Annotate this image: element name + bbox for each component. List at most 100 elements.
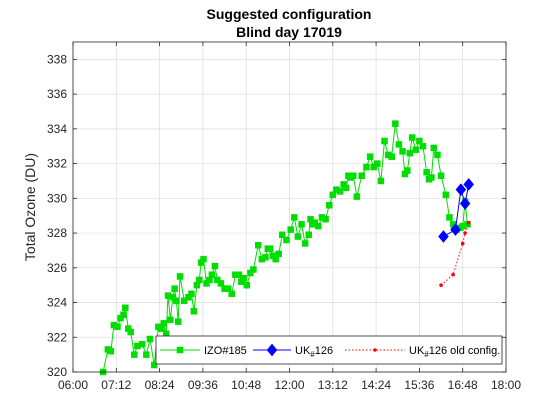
data-point: [370, 163, 377, 171]
data-point: [173, 297, 180, 305]
data-point: [358, 172, 365, 179]
data-point: [167, 316, 174, 324]
data-point: [408, 134, 416, 141]
y-tick-label: 334: [47, 122, 67, 136]
data-point: [438, 230, 449, 243]
data-point: [122, 304, 129, 311]
data-point: [250, 266, 257, 273]
data-point: [240, 274, 248, 282]
data-point: [127, 328, 134, 336]
data-point: [463, 231, 467, 235]
x-tick-label: 09:36: [188, 378, 218, 392]
data-point: [301, 240, 309, 247]
x-tick-label: 16:48: [448, 378, 478, 392]
data-point: [459, 197, 471, 210]
x-tick-label: 14:24: [361, 378, 391, 392]
y-tick-label: 322: [47, 330, 67, 344]
data-point: [143, 351, 150, 358]
data-point: [336, 188, 344, 195]
data-point: [434, 151, 441, 159]
data-point: [169, 294, 177, 301]
data-point: [412, 146, 420, 153]
x-tick-label: 07:12: [101, 378, 131, 392]
data-point: [363, 163, 370, 171]
data-point: [428, 174, 435, 181]
chart-subtitle: Blind day 17019: [236, 24, 342, 40]
x-tick-label: 18:00: [491, 378, 521, 392]
data-point: [463, 178, 475, 191]
data-point: [150, 361, 158, 369]
legend-entry-1: UK#126: [253, 343, 333, 359]
x-tick-label: 06:00: [58, 378, 88, 392]
data-point: [174, 318, 182, 325]
legend-box: [155, 335, 503, 365]
data-point: [353, 193, 361, 200]
series-1: [438, 178, 475, 243]
data-point: [235, 271, 243, 278]
data-point: [466, 220, 471, 225]
data-point: [214, 276, 221, 284]
data-point: [406, 149, 414, 157]
data-point: [381, 137, 388, 145]
x-tick-label: 12:00: [274, 378, 304, 392]
data-point: [262, 254, 269, 261]
data-point: [404, 167, 411, 174]
legend-marker: [266, 343, 278, 357]
data-point: [267, 245, 274, 252]
x-tick-label: 13:12: [318, 378, 348, 392]
data-point: [298, 221, 305, 228]
y-tick-label: 332: [47, 157, 67, 171]
data-point: [430, 144, 438, 152]
y-tick-label: 328: [47, 226, 67, 240]
data-point: [181, 297, 188, 305]
data-point: [279, 231, 286, 239]
data-point: [311, 219, 319, 226]
data-point: [200, 255, 207, 263]
x-tick-label: 10:48: [231, 378, 261, 392]
data-point: [451, 272, 455, 277]
data-point: [377, 177, 385, 185]
data-point: [392, 120, 399, 127]
y-tick-label: 336: [47, 87, 67, 101]
legend-entry-0: IZO#185: [160, 345, 247, 357]
data-point: [366, 153, 374, 160]
data-point: [176, 273, 184, 280]
data-point: [322, 215, 329, 223]
legend-label: UK#126: [295, 345, 333, 359]
data-point: [460, 241, 465, 246]
chart-title: Suggested configuration: [207, 6, 372, 22]
y-tick-label: 330: [47, 191, 67, 205]
data-point: [283, 236, 290, 244]
data-point: [131, 351, 138, 358]
data-point: [294, 233, 302, 240]
data-point: [291, 214, 298, 221]
data-point: [329, 191, 337, 199]
legend: IZO#185 UK#126 UK#126 old config.: [155, 335, 503, 365]
data-point: [160, 320, 168, 327]
ticks: 06:00 07:12 08:24 09:36 10:48 12:00 13:12 14:24…: [47, 42, 521, 392]
y-axis-label: Total Ozone (DU): [22, 153, 38, 261]
x-tick-label: 08:24: [145, 378, 175, 392]
legend-marker: [176, 346, 184, 354]
y-tick-label: 324: [47, 296, 67, 310]
data-point: [395, 141, 403, 148]
data-point: [325, 202, 333, 209]
data-point: [349, 172, 357, 179]
data-point: [138, 340, 146, 348]
series-line: [440, 222, 470, 286]
data-point: [228, 290, 236, 298]
data-point: [217, 280, 225, 287]
data-point: [146, 335, 154, 343]
data-point: [243, 281, 251, 289]
data-point: [423, 169, 430, 176]
data-point: [224, 285, 232, 292]
data-point: [114, 323, 121, 331]
data-point: [188, 290, 195, 298]
data-point: [399, 148, 406, 155]
data-point: [208, 271, 216, 278]
data-point: [196, 276, 203, 284]
data-point: [374, 160, 381, 167]
data-point: [446, 214, 453, 221]
data-point: [455, 183, 467, 197]
